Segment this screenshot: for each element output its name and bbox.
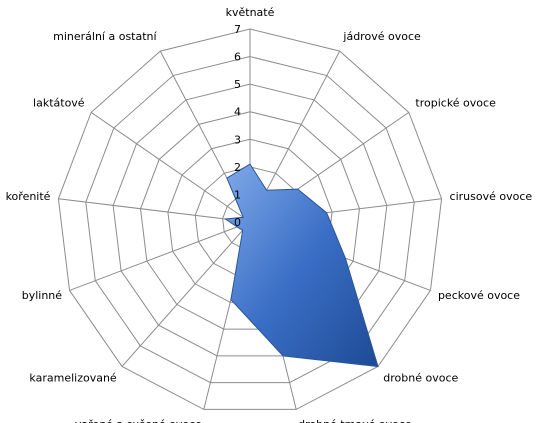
spoke — [121, 221, 251, 367]
category-label: drobné tmavé ovoce — [298, 418, 412, 423]
category-label: cirusové ovoce — [450, 190, 533, 203]
r-tick-label: 6 — [234, 51, 241, 64]
r-tick-label: 1 — [234, 188, 241, 201]
r-tick-label: 2 — [234, 161, 241, 174]
spoke — [58, 198, 251, 223]
category-label: jádrové ovoce — [342, 30, 421, 43]
category-label: květnaté — [226, 6, 275, 19]
grid-line — [112, 83, 388, 357]
grid-line — [57, 28, 443, 410]
category-label: kořenité — [6, 190, 51, 203]
category-label: drobné ovoce — [383, 371, 458, 384]
category-label: karamelizované — [29, 371, 117, 384]
category-label: peckové ovoce — [438, 289, 520, 302]
grid-line — [140, 111, 360, 330]
category-label: minerální a ostatní — [53, 30, 157, 43]
category-label: bylinné — [22, 289, 63, 302]
grid-line — [85, 56, 415, 384]
spoke — [69, 221, 251, 291]
r-tick-label: 4 — [234, 106, 241, 119]
r-tick-label: 0 — [234, 216, 241, 229]
category-label: tropické ovoce — [415, 96, 496, 109]
spoke — [90, 111, 251, 223]
category-label: laktátové — [33, 96, 85, 109]
r-tick-label: 7 — [234, 23, 241, 36]
category-label: vařené a sušené ovoce — [75, 418, 202, 423]
radar-area — [223, 163, 379, 368]
r-tick-label: 3 — [234, 133, 241, 146]
r-tick-label: 5 — [234, 78, 241, 91]
